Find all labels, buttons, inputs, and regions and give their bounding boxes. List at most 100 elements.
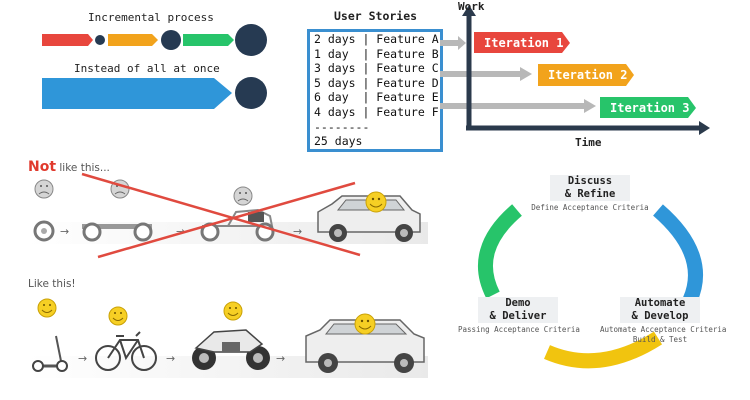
- arrow-glyph: →: [176, 225, 185, 238]
- sad-face-eye: [245, 192, 247, 194]
- large-dot-2: [235, 77, 267, 109]
- green-arrow: [183, 34, 234, 46]
- happy-face-icon: [37, 298, 57, 318]
- not-word: Not: [28, 159, 57, 175]
- arrow-glyph: →: [166, 352, 175, 365]
- large-dot: [235, 24, 267, 56]
- sad-face-eye: [46, 185, 48, 187]
- suv-hub: [324, 359, 332, 367]
- arrow-glyph: →: [78, 352, 87, 365]
- red-arrow: [42, 34, 93, 46]
- arrow-glyph: →: [293, 225, 302, 238]
- cycle-step-sub: Automate Acceptance Criteria Build & Tes…: [600, 325, 727, 344]
- sad-face-eye: [40, 185, 42, 187]
- iteration-1-label: Iteration 1: [484, 36, 564, 50]
- story-row: 5 days | Feature D: [314, 75, 439, 90]
- happy-face-mouth: [41, 309, 53, 313]
- cycle-arc-yellow: [544, 331, 663, 369]
- story-total: 25 days: [314, 134, 363, 149]
- cycle-arc-blue: [653, 204, 704, 304]
- sad-face-mouth: [114, 191, 126, 195]
- cycle-step-demo: Demo & Deliver Passing Acceptance Criter…: [458, 297, 580, 335]
- happy-face-eye: [120, 312, 122, 314]
- user-stories-box: 2 days | Feature A 1 day | Feature B 3 d…: [307, 29, 443, 152]
- not-like-heading: Not like this...: [28, 156, 110, 175]
- iteration-1-shape: [474, 32, 570, 53]
- story-separator: --------: [314, 119, 370, 134]
- arrow-glyph: →: [60, 225, 69, 238]
- arrow-glyph: →: [276, 352, 285, 365]
- iteration-2-shape: [538, 64, 634, 86]
- sad-face-icon: [233, 186, 253, 206]
- bicycle-icon: [107, 331, 145, 361]
- happy-face-icon: [354, 313, 376, 335]
- happy-face-eye: [43, 304, 45, 306]
- wheel-hub: [41, 228, 47, 234]
- scooter-wheel: [56, 360, 68, 372]
- bicycle-wheel: [95, 345, 121, 371]
- grey-arrow-3: [440, 99, 596, 113]
- chassis-wheel: [82, 222, 102, 242]
- happy-face-eye: [360, 319, 364, 323]
- story-row: 2 days | Feature A: [314, 32, 439, 46]
- happy-face-eye: [235, 307, 237, 309]
- sad-face-mouth: [38, 191, 50, 195]
- chassis-icon: [82, 224, 152, 229]
- happy-face-mouth: [227, 312, 239, 316]
- not-rest: like this...: [56, 162, 110, 174]
- happy-face-mouth: [358, 325, 372, 330]
- motorcycle-hub: [199, 353, 209, 363]
- cycle-step-sub: Passing Acceptance Criteria: [458, 325, 580, 334]
- user-stories-title: User Stories: [334, 9, 418, 23]
- small-dot: [95, 35, 105, 45]
- timeline-chart: [440, 5, 710, 135]
- story-row: 6 day | Feature E: [314, 90, 439, 105]
- happy-face-eye: [371, 197, 375, 201]
- happy-face-eye: [366, 319, 370, 323]
- iteration-3-label: Iteration 3: [610, 101, 690, 115]
- y-axis-label: Work: [458, 0, 485, 13]
- happy-face-eye: [49, 304, 51, 306]
- sad-face-mouth: [237, 198, 249, 202]
- chassis-wheel: [133, 222, 153, 242]
- cycle-step-title: Discuss & Refine: [550, 175, 630, 201]
- incremental-subtitle: Instead of all at once: [74, 62, 220, 75]
- scooter-wheel: [32, 360, 44, 372]
- motorcycle-engine: [222, 342, 240, 352]
- cycle-step-automate: Automate & Develop Automate Acceptance C…: [600, 297, 727, 345]
- happy-face-mouth: [369, 203, 383, 208]
- happy-face-mouth: [112, 317, 124, 321]
- story-row: 4 days | Feature F: [314, 104, 439, 119]
- cross-line-icon: [81, 172, 361, 257]
- cross-line-icon: [97, 181, 356, 259]
- sad-face-icon: [34, 179, 54, 199]
- incremental-title: Incremental process: [88, 11, 214, 24]
- bicycle-wheel: [131, 345, 157, 371]
- grey-arrow-1: [440, 36, 466, 50]
- grey-arrow-2: [440, 67, 532, 81]
- orange-arrow: [108, 34, 158, 46]
- x-axis-label: Time: [575, 136, 602, 149]
- cycle-step-sub: Define Acceptance Criteria: [531, 203, 649, 212]
- happy-face-icon: [365, 191, 387, 213]
- happy-face-eye: [114, 312, 116, 314]
- cycle-step-title: Demo & Deliver: [478, 297, 558, 323]
- happy-face-eye: [229, 307, 231, 309]
- cycle-arc-green: [478, 204, 522, 299]
- incremental-diagram: [42, 24, 267, 109]
- happy-face-icon: [108, 306, 128, 326]
- iteration-2-label: Iteration 2: [548, 68, 628, 82]
- happy-face-icon: [223, 301, 243, 321]
- vehicle-illustrations: → → → → → →: [28, 172, 428, 378]
- cycle-diagram: [478, 204, 704, 369]
- medium-dot: [161, 30, 181, 50]
- suv-hub: [400, 359, 408, 367]
- motorcycle-hub: [253, 353, 263, 363]
- cycle-step-title: Automate & Develop: [620, 297, 700, 323]
- suv-hub: [400, 229, 408, 237]
- story-row: 1 day | Feature B: [314, 46, 439, 61]
- engine-icon: [248, 212, 264, 222]
- suv-hub: [334, 229, 342, 237]
- cycle-step-discuss: Discuss & Refine Define Acceptance Crite…: [530, 175, 650, 213]
- y-axis-head: [462, 5, 476, 16]
